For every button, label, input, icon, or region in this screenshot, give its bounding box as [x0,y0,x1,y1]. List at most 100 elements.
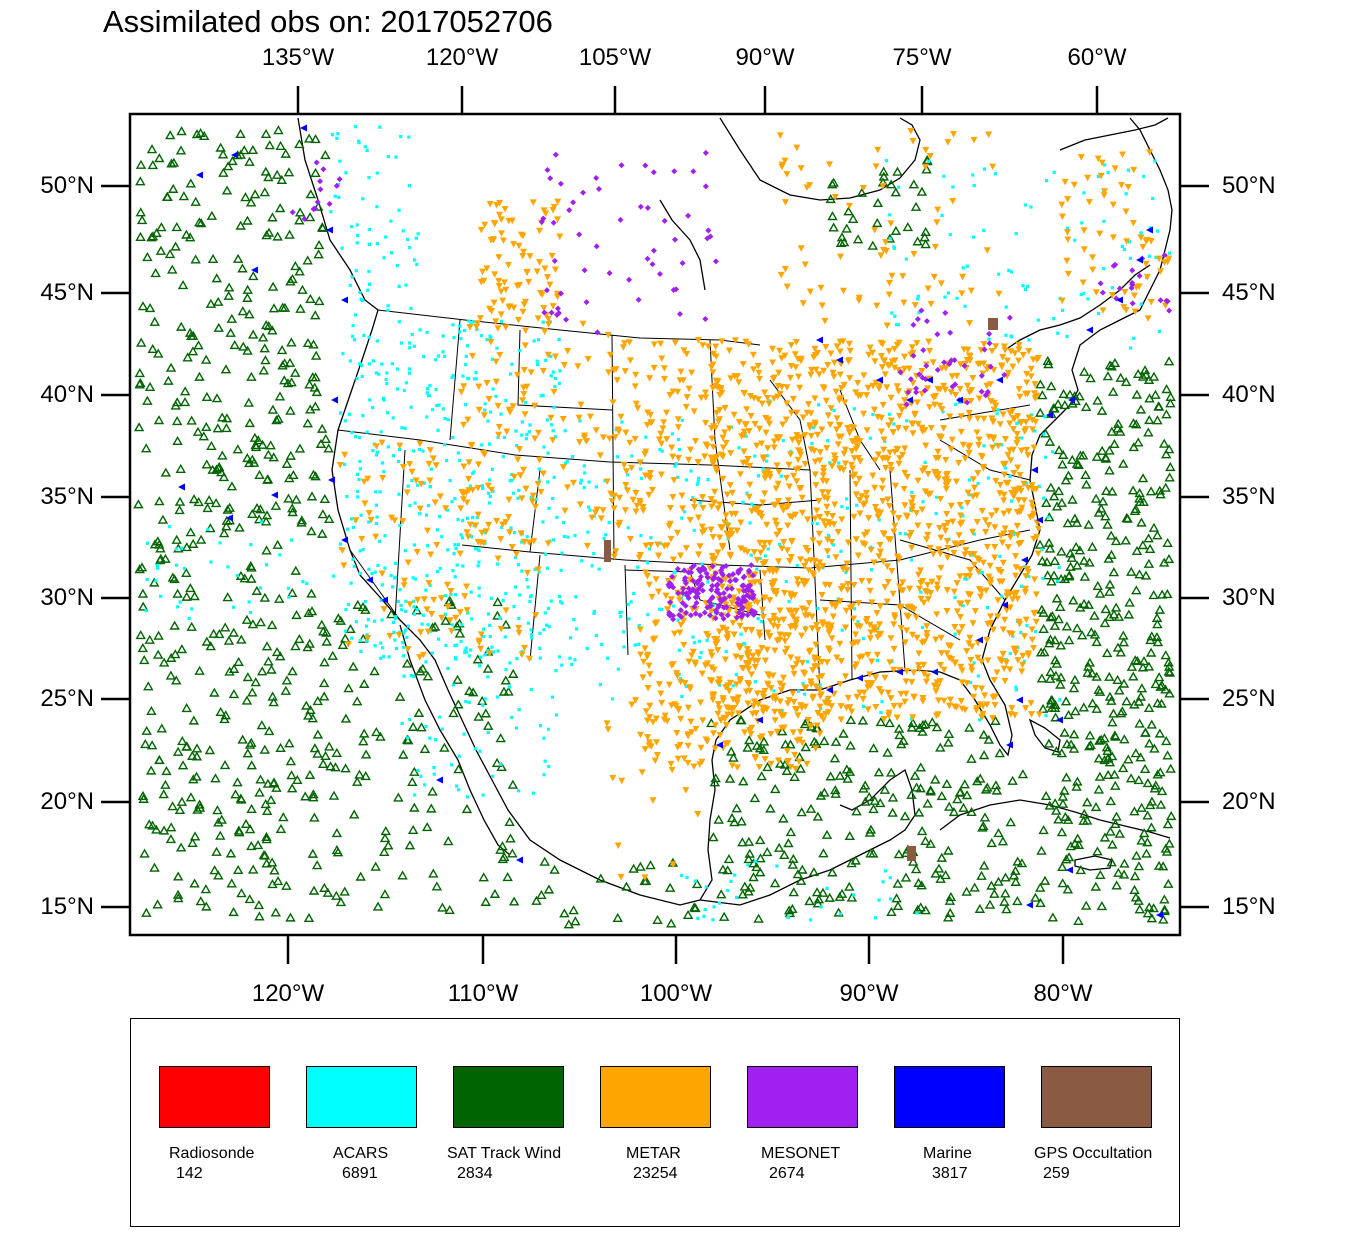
sat-track-wind-marker [202,503,213,513]
acars-marker [558,369,562,373]
acars-marker [572,617,576,622]
metar-marker [534,481,542,488]
metar-marker [927,300,935,308]
metar-marker [826,421,834,429]
acars-marker [289,538,294,542]
metar-marker [811,395,819,402]
mesonet-marker [739,611,746,618]
metar-marker [1010,493,1018,500]
marine-marker [816,336,823,344]
sat-track-wind-marker [864,792,875,802]
sat-track-wind-marker [215,142,226,152]
metar-marker [671,339,679,347]
acars-marker [545,418,549,422]
sat-track-wind-marker [1096,901,1108,911]
sat-track-wind-marker [246,371,257,381]
sat-track-wind-marker [783,905,795,915]
metar-marker [914,522,922,529]
metar-marker [579,320,587,328]
metar-marker [866,621,874,629]
mesonet-marker [748,562,755,569]
mesonet-marker [920,347,927,354]
sat-track-wind-marker [1104,671,1115,681]
marine-marker [1156,911,1163,919]
metar-marker [658,355,666,362]
acars-marker [373,644,377,648]
sat-track-wind-marker [1091,671,1102,681]
metar-marker [998,363,1006,371]
metar-marker [789,665,797,672]
sat-track-wind-marker [275,140,286,150]
metar-marker [497,288,505,295]
metar-marker [802,684,810,692]
metar-marker [636,626,644,634]
acars-marker [869,568,874,572]
acars-marker [367,227,371,232]
metar-marker [710,423,718,430]
sat-track-wind-marker [360,749,372,759]
metar-marker [909,420,917,428]
sat-track-wind-marker [1128,442,1139,452]
sat-track-wind-count: 2834 [457,1165,493,1182]
metar-marker [769,694,777,702]
sat-track-wind-marker [1059,400,1071,410]
sat-track-wind-marker [690,903,701,913]
metar-marker [624,487,632,494]
metar-marker [995,290,1003,298]
mesonet-marker [718,598,725,605]
metar-marker [1020,497,1028,504]
sat-track-wind-marker [1100,511,1111,521]
acars-marker [465,516,470,520]
sat-track-wind-marker [170,241,181,251]
acars-marker [367,362,372,366]
acars-marker [235,573,239,578]
metar-marker [764,468,772,475]
observation-map [101,86,1209,964]
metar-marker [679,505,687,512]
sat-track-wind-marker [135,377,146,387]
sat-track-wind-marker [943,845,954,855]
metar-marker [956,385,964,393]
metar-marker [764,629,772,637]
sat-track-wind-marker [251,585,263,595]
sat-track-wind-marker [1104,465,1115,475]
metar-marker [799,414,807,421]
sat-track-wind-marker [312,696,323,706]
metar-marker [873,651,881,659]
sat-track-wind-marker [411,605,422,615]
acars-marker [1153,159,1157,163]
sat-track-wind-marker [756,771,767,781]
sat-track-wind-marker [428,868,439,878]
marine-marker [1001,601,1008,609]
sat-track-wind-marker [1129,884,1140,894]
sat-track-wind-marker [285,756,297,766]
acars-marker [358,549,362,553]
sat-track-wind-marker [664,882,676,892]
metar-marker [877,428,885,435]
metar-marker [495,277,503,285]
sat-track-wind-marker [232,253,244,263]
acars-marker [428,583,432,587]
sat-track-wind-marker [171,416,183,426]
acars-marker [496,649,500,653]
metar-marker [1007,348,1015,355]
metar-marker [1000,343,1008,351]
sat-track-wind-marker [133,422,145,432]
acars-marker [797,689,801,693]
sat-track-wind-marker [1085,740,1096,750]
acars-marker [597,567,601,571]
metar-marker [836,253,844,261]
sat-track-wind-marker [310,350,322,360]
marine-marker [1046,411,1053,419]
sat-track-wind-marker [226,878,237,888]
acars-marker [354,435,358,439]
acars-marker [539,394,543,398]
acars-marker [395,263,399,268]
metar-marker [1012,564,1020,571]
acars-marker [430,651,434,655]
metar-marker [944,139,952,146]
metar-marker [966,320,974,327]
metar-marker [775,617,783,624]
metar-marker [1019,352,1027,359]
metar-marker [737,654,745,662]
